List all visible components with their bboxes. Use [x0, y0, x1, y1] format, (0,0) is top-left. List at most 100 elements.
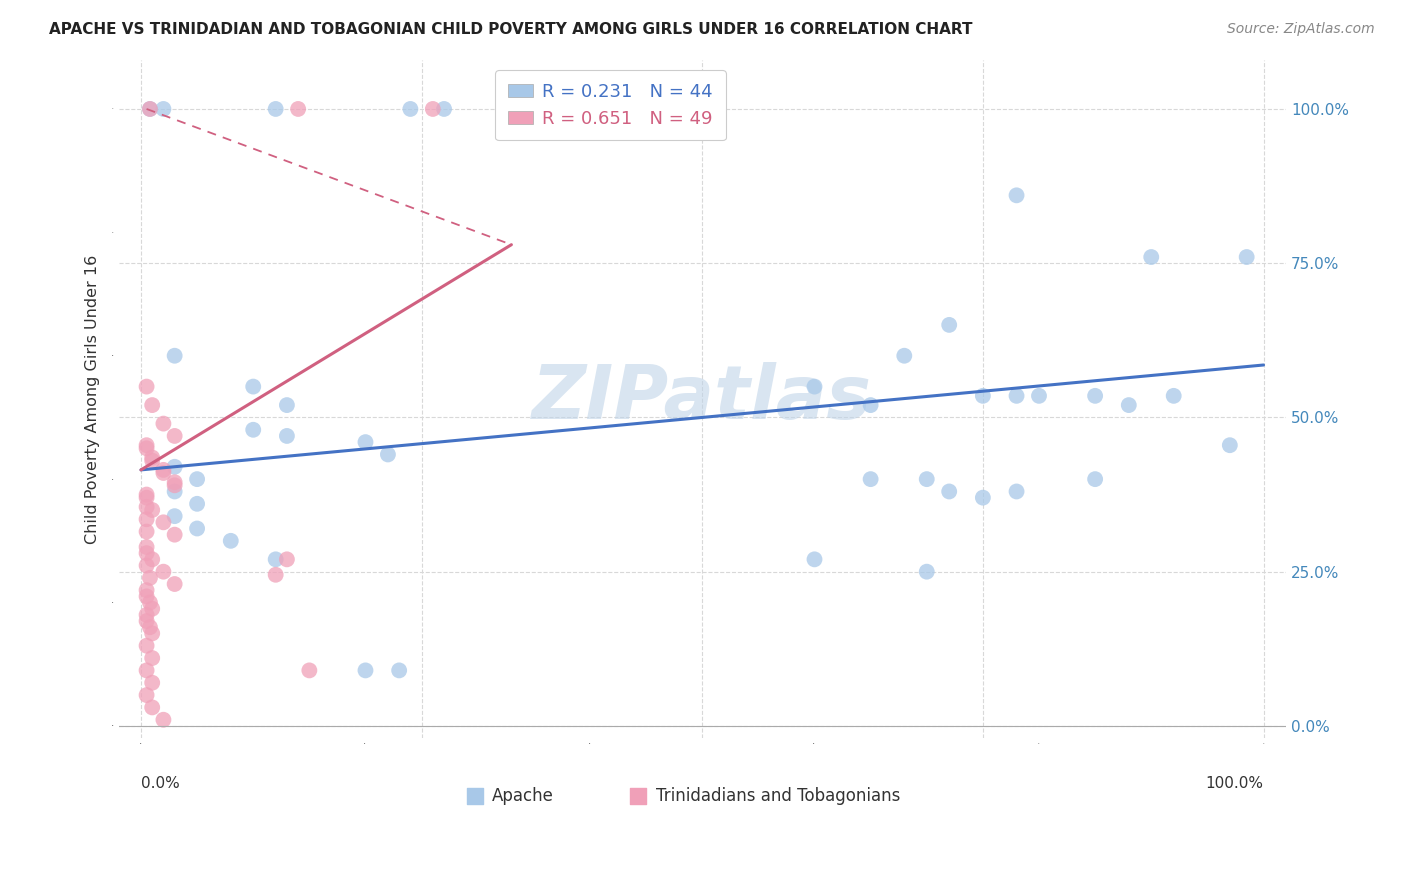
Point	[163, 527, 186, 541]
Text: 100.0%: 100.0%	[1205, 775, 1264, 790]
Point	[135, 512, 157, 526]
Point	[135, 379, 157, 393]
Point	[135, 614, 157, 628]
Point	[1005, 484, 1028, 499]
Point	[219, 533, 242, 548]
Point	[264, 567, 287, 582]
Point	[141, 503, 163, 517]
Point	[388, 664, 411, 678]
Point	[276, 429, 298, 443]
Point	[264, 552, 287, 566]
Point	[354, 664, 377, 678]
Text: Apache: Apache	[492, 787, 554, 805]
Point	[163, 459, 186, 474]
Point	[859, 472, 882, 486]
Text: 0.0%: 0.0%	[141, 775, 180, 790]
Point	[135, 546, 157, 560]
Point	[163, 349, 186, 363]
Point	[186, 472, 208, 486]
Point	[803, 552, 825, 566]
Point	[186, 497, 208, 511]
Point	[287, 102, 309, 116]
Point	[163, 484, 186, 499]
Point	[139, 571, 162, 585]
Point	[141, 552, 163, 566]
Point	[938, 484, 960, 499]
Point	[915, 472, 938, 486]
Point	[141, 626, 163, 640]
Point	[1219, 438, 1241, 452]
Point	[377, 447, 399, 461]
Point	[1236, 250, 1258, 264]
Point	[135, 558, 157, 573]
Point	[163, 429, 186, 443]
Point	[1084, 389, 1107, 403]
Point	[163, 509, 186, 524]
Point	[139, 102, 162, 116]
Point	[1118, 398, 1140, 412]
Point	[135, 487, 157, 501]
Point	[152, 713, 174, 727]
Point	[135, 491, 157, 505]
Point	[276, 552, 298, 566]
Point	[141, 700, 163, 714]
Point	[135, 590, 157, 604]
Point	[859, 398, 882, 412]
Point	[1140, 250, 1163, 264]
Point	[433, 102, 456, 116]
Point	[141, 398, 163, 412]
Point	[135, 442, 157, 456]
Point	[141, 453, 163, 467]
Point	[152, 466, 174, 480]
Point	[972, 389, 994, 403]
Text: APACHE VS TRINIDADIAN AND TOBAGONIAN CHILD POVERTY AMONG GIRLS UNDER 16 CORRELAT: APACHE VS TRINIDADIAN AND TOBAGONIAN CHI…	[49, 22, 973, 37]
Point	[141, 450, 163, 465]
Point	[135, 540, 157, 554]
Point	[135, 664, 157, 678]
Point	[163, 577, 186, 591]
Point	[893, 349, 915, 363]
Point	[1028, 389, 1050, 403]
Point	[186, 521, 208, 535]
Point	[1005, 188, 1028, 202]
Point	[135, 688, 157, 702]
Legend: R = 0.231   N = 44, R = 0.651   N = 49: R = 0.231 N = 44, R = 0.651 N = 49	[495, 70, 725, 140]
Point	[1084, 472, 1107, 486]
Point	[276, 398, 298, 412]
Y-axis label: Child Poverty Among Girls Under 16: Child Poverty Among Girls Under 16	[86, 254, 100, 543]
Point	[422, 102, 444, 116]
Text: Trinidadians and Tobagonians: Trinidadians and Tobagonians	[655, 787, 900, 805]
Point	[915, 565, 938, 579]
Text: ZIPatlas: ZIPatlas	[533, 362, 872, 435]
Point	[264, 102, 287, 116]
Point	[938, 318, 960, 332]
Text: Source: ZipAtlas.com: Source: ZipAtlas.com	[1227, 22, 1375, 37]
Point	[139, 102, 162, 116]
Point	[242, 423, 264, 437]
Point	[242, 379, 264, 393]
Point	[135, 500, 157, 514]
Point	[472, 772, 495, 786]
Point	[135, 524, 157, 539]
Point	[803, 379, 825, 393]
Point	[163, 478, 186, 492]
Point	[135, 583, 157, 598]
Point	[1163, 389, 1185, 403]
Point	[399, 102, 422, 116]
Point	[135, 438, 157, 452]
Point	[152, 102, 174, 116]
Point	[135, 639, 157, 653]
Point	[1005, 389, 1028, 403]
Point	[354, 435, 377, 450]
Point	[152, 516, 174, 530]
Point	[152, 463, 174, 477]
Point	[152, 565, 174, 579]
Point	[135, 607, 157, 622]
Point	[141, 601, 163, 615]
Point	[141, 651, 163, 665]
Point	[163, 475, 186, 490]
Point	[139, 620, 162, 634]
Point	[298, 664, 321, 678]
Point	[141, 675, 163, 690]
Point	[630, 772, 652, 786]
